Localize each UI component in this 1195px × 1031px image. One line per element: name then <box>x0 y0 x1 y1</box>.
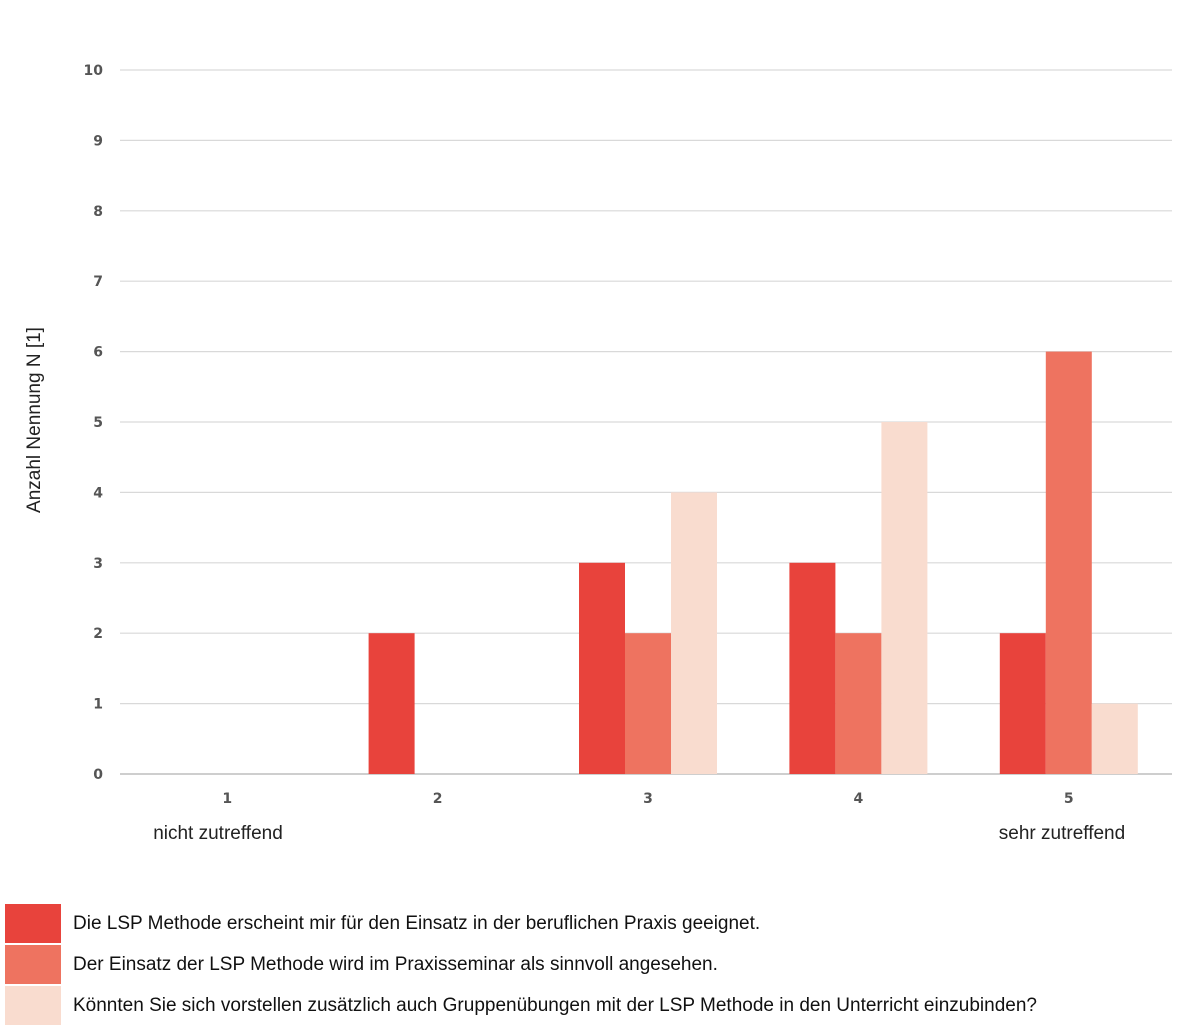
y-tick-label: 10 <box>84 63 104 79</box>
bar <box>789 562 836 774</box>
x-tick-label: 1 <box>222 791 232 807</box>
legend-label: Könnten Sie sich vorstellen zusätzlich a… <box>73 994 1037 1016</box>
y-tick-label: 0 <box>93 767 103 783</box>
legend: Die LSP Methode erscheint mir für den Ei… <box>5 903 1190 1026</box>
y-tick-label: 6 <box>93 345 103 361</box>
y-tick-label: 1 <box>93 697 103 713</box>
y-tick-label: 2 <box>93 626 103 642</box>
x-axis-ticks: 1 2 3 4 5 <box>222 791 1073 807</box>
bar <box>881 422 928 774</box>
legend-item: Könnten Sie sich vorstellen zusätzlich a… <box>5 985 1190 1026</box>
bars <box>368 351 1138 774</box>
bar <box>835 633 882 774</box>
y-tick-label: 9 <box>93 133 103 149</box>
x-tick-label: 2 <box>433 791 443 807</box>
x-sublabel-first: nicht zutreffend <box>153 823 283 844</box>
legend-label: Der Einsatz der LSP Methode wird im Prax… <box>73 953 718 975</box>
bar <box>999 633 1046 774</box>
x-sublabel-last: sehr zutreffend <box>999 823 1125 844</box>
y-tick-label: 4 <box>93 485 103 501</box>
bar <box>579 562 625 774</box>
y-tick-label: 7 <box>93 274 103 290</box>
x-tick-label: 3 <box>643 791 653 807</box>
legend-item: Der Einsatz der LSP Methode wird im Prax… <box>5 944 1190 985</box>
y-axis-label: Anzahl Nennung N [1] <box>24 327 45 513</box>
legend-item: Die LSP Methode erscheint mir für den Ei… <box>5 903 1190 944</box>
bar <box>368 633 415 774</box>
legend-label: Die LSP Methode erscheint mir für den Ei… <box>73 912 761 934</box>
y-tick-label: 8 <box>93 204 103 220</box>
legend-swatch <box>5 986 61 1025</box>
legend-swatch <box>5 945 61 984</box>
y-tick-label: 5 <box>93 415 103 431</box>
gridlines <box>120 69 1172 775</box>
bar <box>1045 351 1092 774</box>
bar <box>625 633 671 774</box>
x-tick-label: 4 <box>854 791 864 807</box>
bar <box>671 492 717 774</box>
y-axis-ticks: 0 1 2 3 4 5 6 7 8 9 10 <box>84 63 104 783</box>
legend-swatch <box>5 904 61 943</box>
x-tick-label: 5 <box>1064 791 1074 807</box>
bar <box>1091 703 1138 774</box>
y-tick-label: 3 <box>93 556 103 572</box>
